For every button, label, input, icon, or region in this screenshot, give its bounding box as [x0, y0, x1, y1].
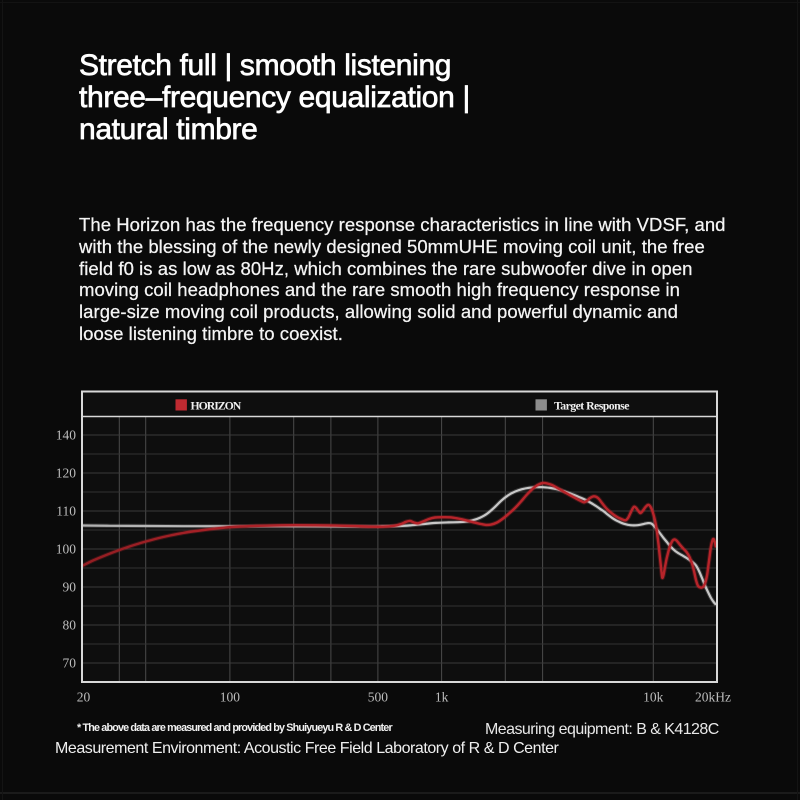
svg-text:20: 20: [77, 690, 91, 705]
svg-text:Target Response: Target Response: [554, 398, 629, 412]
svg-text:90: 90: [63, 580, 77, 595]
svg-text:70: 70: [63, 656, 77, 671]
svg-text:10k: 10k: [643, 690, 664, 705]
svg-text:HORIZON: HORIZON: [191, 398, 242, 412]
svg-text:100: 100: [56, 542, 77, 557]
svg-text:100: 100: [220, 690, 241, 705]
svg-text:1k: 1k: [435, 690, 449, 705]
svg-text:80: 80: [63, 618, 77, 633]
svg-text:140: 140: [56, 428, 77, 443]
svg-text:500: 500: [368, 690, 389, 705]
svg-text:120: 120: [56, 466, 77, 481]
svg-text:20kHz: 20kHz: [695, 690, 731, 705]
svg-text:110: 110: [56, 504, 76, 519]
